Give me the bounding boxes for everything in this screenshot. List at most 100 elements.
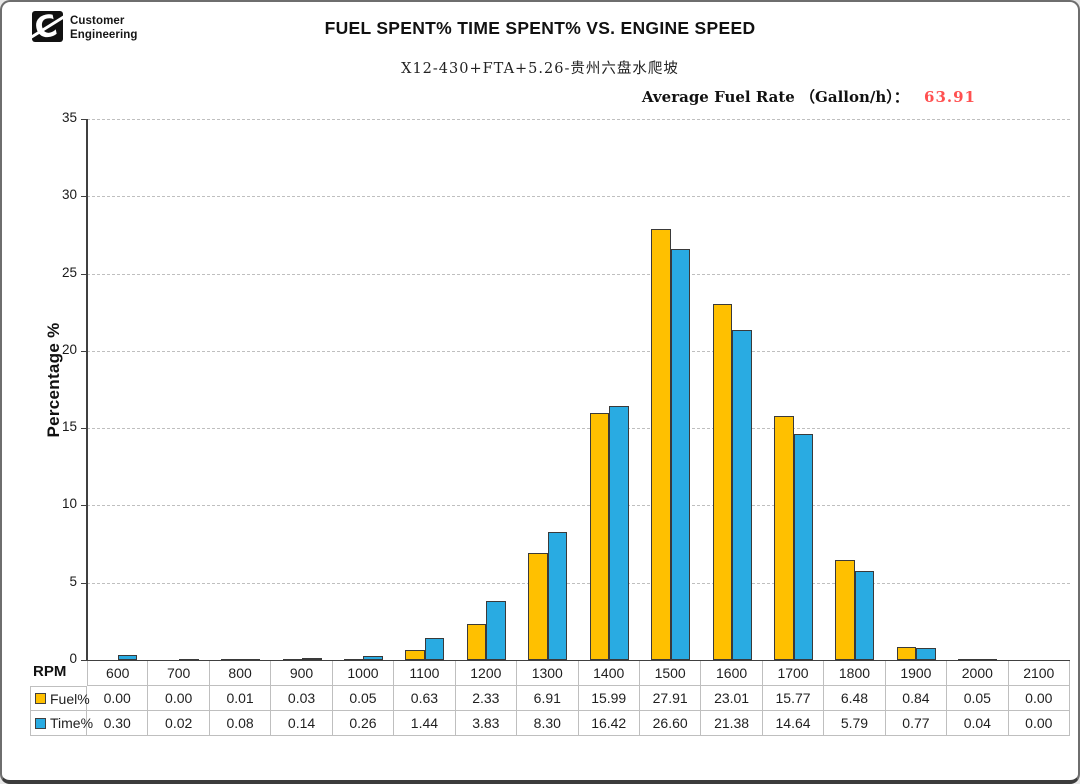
bar-Time-1200 (486, 600, 506, 660)
rpm-header-cell-1600: 1600 (701, 661, 763, 686)
rpm-header-cell-1400: 1400 (578, 661, 640, 686)
legend-label: Fuel% (50, 690, 90, 707)
legend-label: Time% (50, 715, 94, 731)
y-axis-tick (81, 273, 87, 275)
gridline (87, 119, 1070, 120)
bar-Time-1400 (609, 406, 629, 660)
time-value-cell-1900: 0.77 (885, 711, 948, 736)
rpm-header-cell-1200: 1200 (455, 661, 518, 686)
bar-Time-1000 (363, 655, 383, 660)
fuel-value-cell-1200: 2.33 (455, 686, 518, 711)
y-tick-label: 35 (61, 110, 77, 125)
time-value-cell-1600: 21.38 (701, 711, 763, 736)
fuel-value-cell-700: 0.00 (148, 686, 210, 711)
gridline (87, 350, 1070, 352)
time-value-cell-800: 0.08 (209, 711, 272, 736)
rpm-header-cell-2100: 2100 (1008, 661, 1070, 686)
bar-Time-1600 (732, 329, 752, 660)
average-fuel-rate-label: Average Fuel Rate （Gallon/h）： (641, 88, 909, 106)
bar-Time-1700 (793, 433, 814, 660)
gridline (87, 582, 1070, 584)
y-axis-tick (81, 428, 87, 430)
bar-Time-1300 (547, 531, 568, 660)
bar-Fuel-1300 (528, 553, 548, 660)
bar-Fuel-1100 (405, 650, 425, 660)
fuel-value-cell-2000: 0.05 (947, 686, 1009, 711)
y-axis-tick (81, 196, 87, 198)
fuel-value-cell-1100: 0.63 (394, 686, 456, 711)
time-value-cell-900: 0.14 (271, 711, 333, 736)
bar-Fuel-1800 (835, 559, 855, 660)
rpm-header-cell-1500: 1500 (639, 661, 702, 686)
time-value-cell-2100: 0.00 (1008, 711, 1070, 736)
time-value-cell-1000: 0.26 (332, 711, 395, 736)
rpm-header-cell-1300: 1300 (517, 661, 579, 686)
legend-Time: Time% (30, 711, 93, 736)
bar-Time-1900 (916, 648, 936, 660)
bar-Time-1800 (854, 570, 875, 660)
bar-Fuel-1200 (466, 623, 487, 660)
gridline (87, 428, 1070, 430)
fuel-value-cell-1000: 0.05 (332, 686, 395, 711)
time-value-cell-1400: 16.42 (578, 711, 640, 736)
y-tick-label: 15 (61, 419, 77, 435)
fuel-value-cell-1800: 6.48 (824, 686, 886, 711)
average-fuel-rate: Average Fuel Rate （Gallon/h）： 63.91 (642, 86, 976, 107)
logo-text-line1: Customer (70, 15, 125, 27)
gridline (87, 273, 1070, 275)
fuel-value-cell-600: 0.00 (87, 686, 149, 711)
y-tick-label: 20 (61, 341, 77, 357)
y-tick-label: 5 (69, 573, 77, 589)
rpm-header-cell-700: 700 (148, 661, 210, 686)
time-value-cell-1300: 8.30 (517, 711, 579, 736)
time-value-cell-600: 0.30 (87, 711, 149, 736)
x-axis-title: RPM (33, 663, 67, 680)
y-tick-label: 10 (61, 496, 77, 512)
time-value-cell-1500: 26.60 (639, 711, 702, 736)
time-value-cell-1200: 3.83 (455, 711, 518, 736)
y-axis-tick (81, 660, 87, 661)
chart-title: FUEL SPENT% TIME SPENT% VS. ENGINE SPEED (324, 18, 756, 38)
bar-Time-1100 (424, 637, 445, 660)
fuel-value-cell-1700: 15.77 (762, 686, 825, 711)
rpm-header-cell-1000: 1000 (332, 661, 395, 686)
bar-Time-900 (302, 657, 322, 660)
fuel-value-cell-1300: 6.91 (517, 686, 579, 711)
fuel-value-cell-900: 0.03 (271, 686, 333, 711)
x-axis-line (87, 659, 1070, 661)
fuel-value-cell-1500: 27.91 (639, 686, 702, 711)
rpm-header-cell-800: 800 (209, 661, 272, 686)
data-table: 600 700 800 900 1000 1100 1200 1300 1400 1500 1600… (30, 661, 1070, 736)
cummins-logo: C Customer Engineering (32, 11, 138, 43)
time-value-cell-1700: 14.64 (762, 711, 825, 736)
bar-Fuel-1700 (774, 416, 794, 660)
rpm-header-cell-1700: 1700 (762, 661, 825, 686)
gridline (87, 196, 1070, 198)
fuel-value-cell-1900: 0.84 (885, 686, 948, 711)
rpm-header-cell-900: 900 (271, 661, 333, 686)
y-axis-tick (81, 505, 87, 507)
bar-Time-1500 (670, 248, 691, 660)
logo-text: Customer Engineering (70, 11, 138, 43)
chart-subtitle: X12-430+FTA+5.26-贵州六盘水爬坡 (401, 61, 679, 77)
y-tick-label: 25 (61, 264, 77, 280)
y-axis-line (86, 119, 88, 660)
bar-Fuel-1900 (896, 647, 917, 660)
time-value-cell-700: 0.02 (148, 711, 210, 736)
bar-Fuel-1400 (589, 412, 610, 660)
fuel-value-cell-800: 0.01 (209, 686, 272, 711)
time-value-cell-1800: 5.79 (824, 711, 886, 736)
rpm-header-cell-1100: 1100 (394, 661, 456, 686)
fuel-legend-swatch (35, 693, 46, 704)
y-axis-tick (81, 350, 87, 352)
rpm-header-cell-1800: 1800 (824, 661, 886, 686)
gridline (87, 505, 1070, 507)
rpm-header-cell-2000: 2000 (947, 661, 1009, 686)
fuel-value-cell-2100: 0.00 (1008, 686, 1070, 711)
legend-Fuel: Fuel% (30, 686, 90, 711)
time-legend-swatch (35, 717, 46, 729)
y-axis-tick (81, 582, 87, 584)
y-tick-label: 30 (61, 187, 77, 203)
